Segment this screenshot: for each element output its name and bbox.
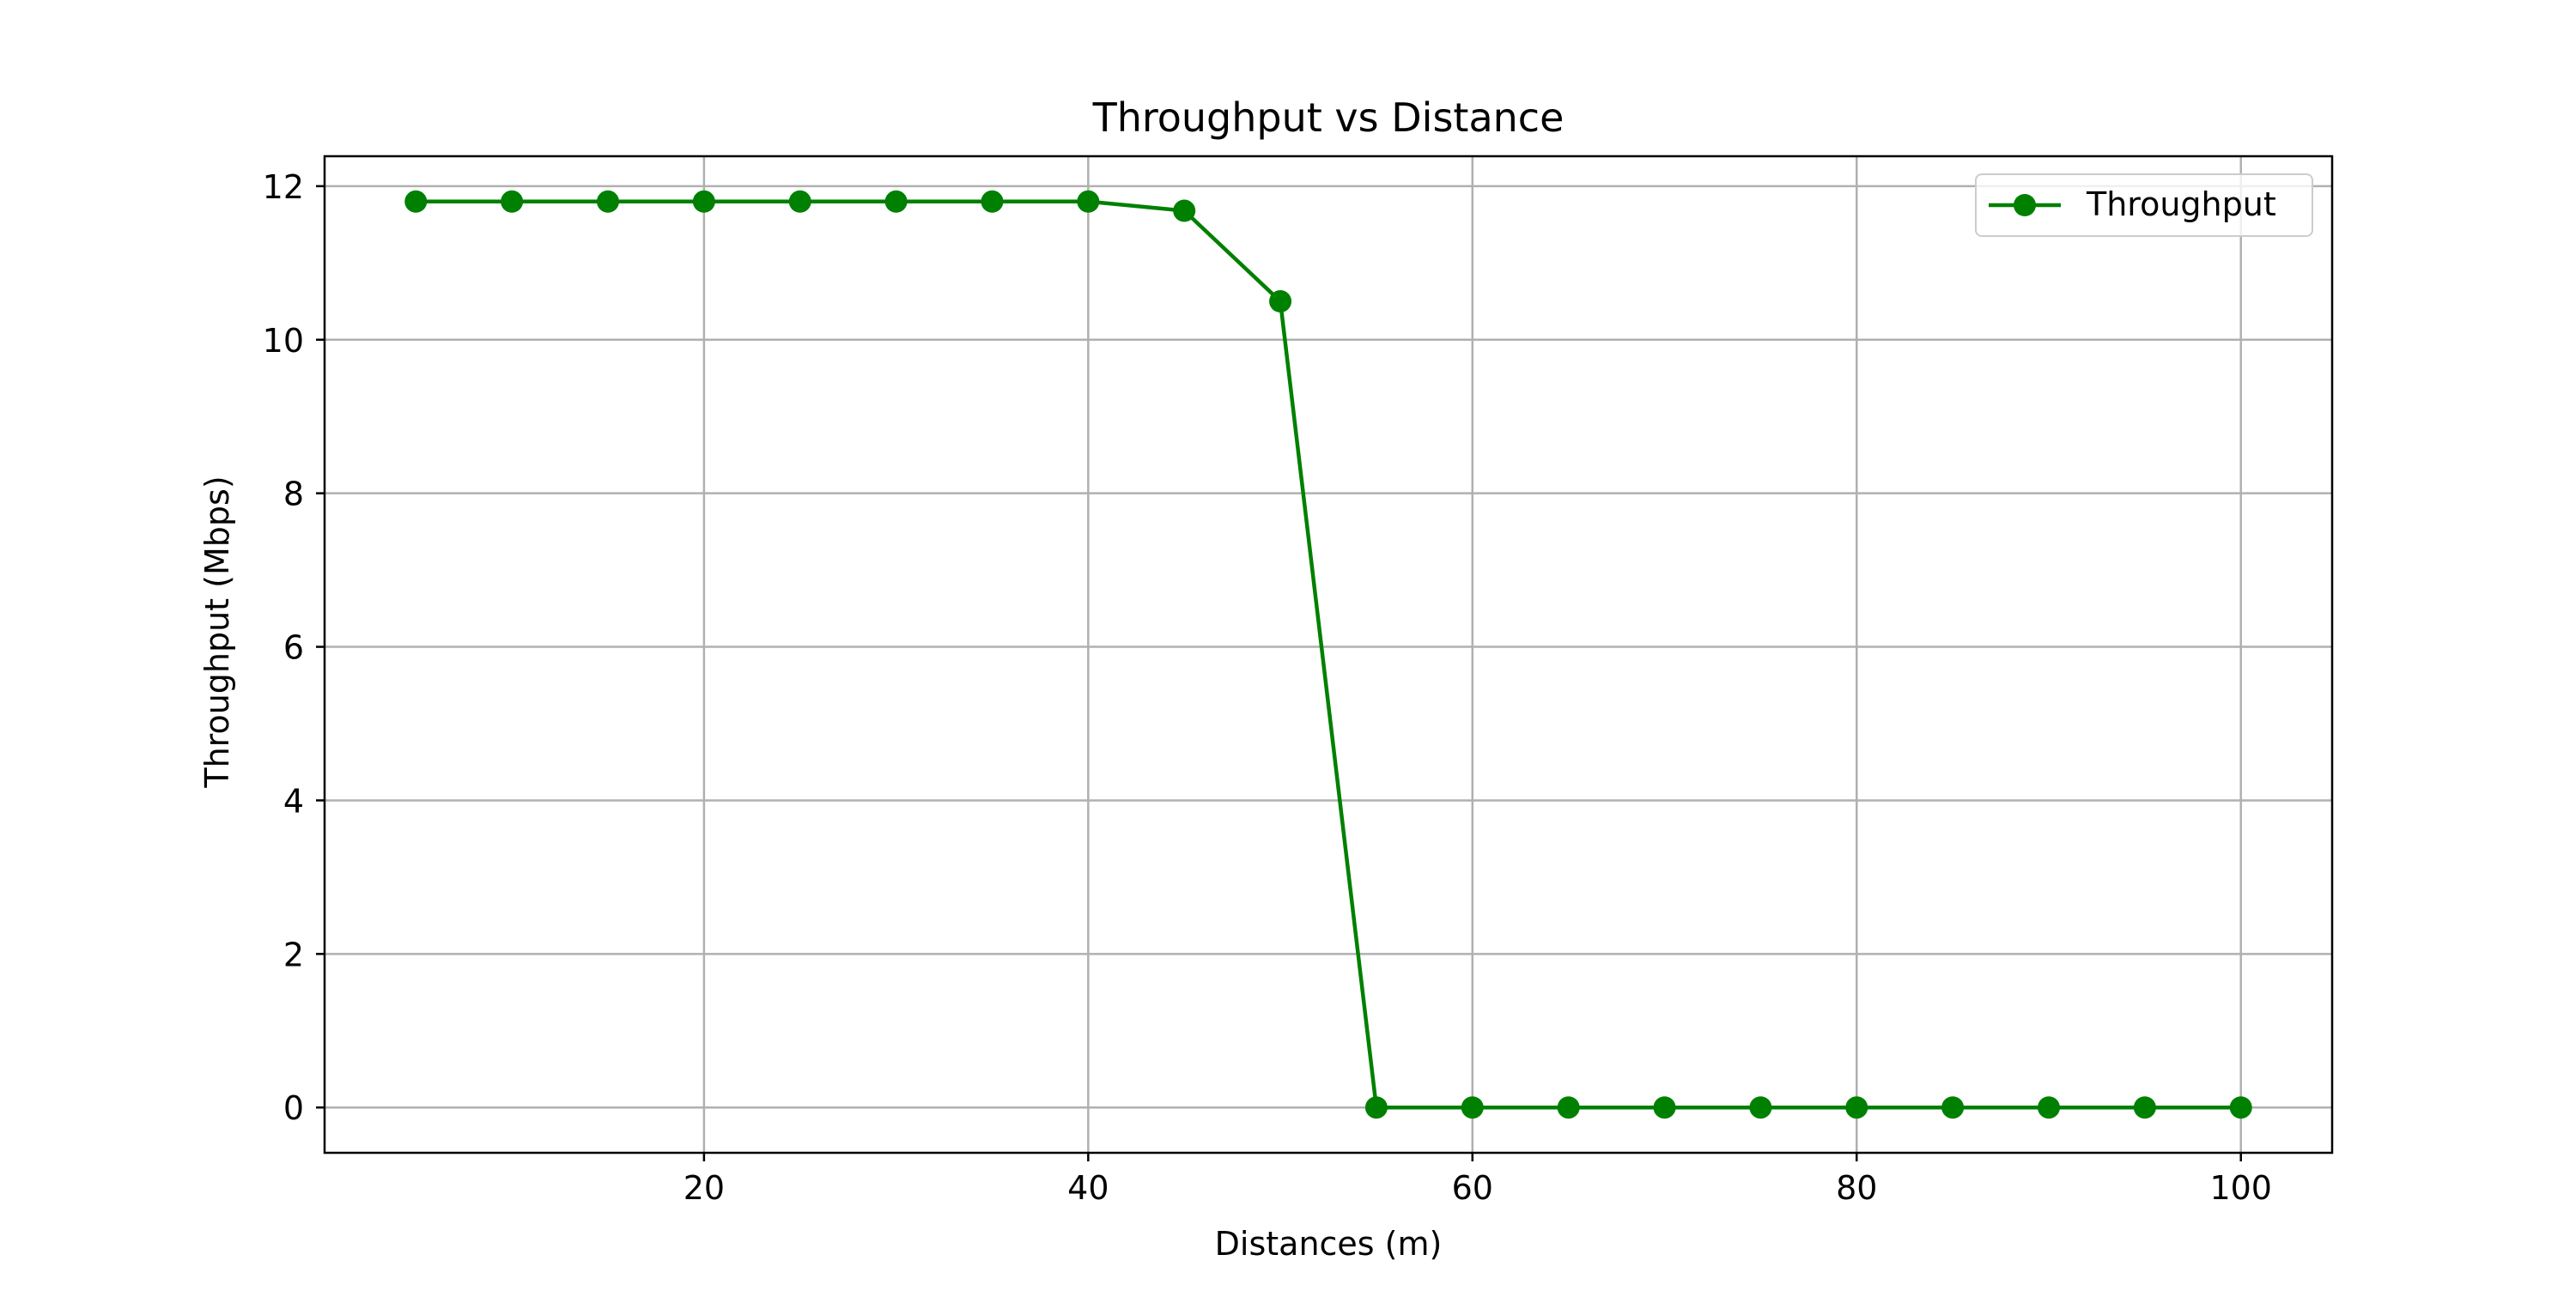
x-tick-label: 100	[2209, 1169, 2272, 1207]
x-tick-label: 80	[1836, 1169, 1877, 1207]
y-tick-label: 10	[263, 322, 304, 360]
legend-box	[1975, 173, 2313, 237]
y-tick-label: 6	[283, 629, 304, 667]
y-tick-label: 2	[283, 936, 304, 973]
x-tick-label: 60	[1452, 1169, 1493, 1207]
y-tick-label: 8	[283, 476, 304, 513]
legend-entry-label: Throughput	[2086, 185, 2276, 223]
data-point	[1557, 1096, 1580, 1119]
data-point	[788, 190, 811, 213]
series-line-0	[414, 199, 2243, 1110]
axis-ticks: 20 40 60 80 100 0 2 4 6 8 10 12	[263, 168, 2272, 1207]
data-point	[884, 190, 908, 213]
x-axis-label: Distances (m)	[1215, 1225, 1443, 1263]
data-point	[981, 190, 1004, 213]
plot-frame	[323, 155, 2334, 1155]
x-tick-label: 40	[1067, 1169, 1109, 1207]
data-point	[2037, 1096, 2060, 1119]
y-axis-label: Throughput (Mbps)	[198, 476, 236, 788]
y-tick-label: 4	[283, 782, 304, 820]
data-point	[597, 190, 620, 213]
data-point	[1173, 199, 1196, 222]
legend-marker	[2014, 194, 2036, 216]
data-point	[1941, 1096, 1965, 1119]
y-tick-label: 0	[283, 1089, 304, 1127]
data-point	[1077, 190, 1100, 213]
grid-lines	[325, 156, 2332, 1153]
data-point	[1364, 1096, 1388, 1119]
data-point	[501, 190, 524, 213]
data-point	[2229, 1096, 2252, 1119]
data-point	[1653, 1096, 1676, 1119]
data-point	[1269, 290, 1292, 313]
chart-title: Throughput vs Distance	[1092, 94, 1564, 141]
data-point	[692, 190, 715, 213]
series-layer	[404, 190, 2252, 1119]
data-point	[1845, 1096, 1868, 1119]
x-tick-label: 20	[683, 1169, 725, 1207]
data-point	[1461, 1096, 1484, 1119]
data-point	[2133, 1096, 2156, 1119]
data-point	[404, 190, 428, 213]
legend: Throughput	[1975, 173, 2313, 237]
data-point	[1749, 1096, 1772, 1119]
y-tick-label: 12	[263, 168, 304, 206]
